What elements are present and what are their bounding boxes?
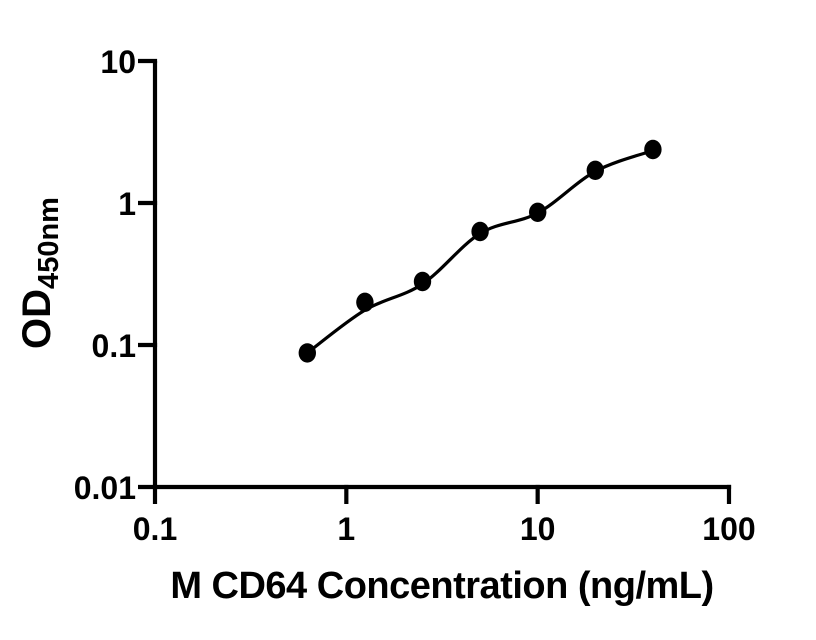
axes <box>152 61 732 490</box>
data-point <box>298 343 316 363</box>
y-tick-label: 10 <box>100 44 136 80</box>
y-axis-title: OD450nm <box>15 197 65 349</box>
y-tick-label: 0.1 <box>92 328 136 364</box>
data-points-layer <box>298 139 662 363</box>
x-tick-label: 100 <box>702 511 755 547</box>
data-point <box>644 139 662 160</box>
x-tick-label: 1 <box>337 511 355 547</box>
axis-ticks <box>138 58 732 504</box>
data-point <box>529 202 547 222</box>
fit-curve <box>305 149 655 355</box>
x-tick-label: 0.1 <box>133 511 177 547</box>
x-axis-title: M CD64 Concentration (ng/mL) <box>170 565 713 607</box>
y-axis-title-main: OD <box>15 289 59 349</box>
data-point <box>356 292 374 312</box>
y-tick-label: 1 <box>118 186 136 222</box>
axis-tick-labels: 10 1 0.1 0.01 0.1 1 10 100 <box>74 44 756 547</box>
y-axis-title-sub: 450nm <box>33 197 65 289</box>
data-point <box>586 160 604 180</box>
y-tick-label: 0.01 <box>74 470 136 506</box>
x-tick-label: 10 <box>520 511 556 547</box>
data-point <box>413 271 432 292</box>
fit-curve-layer <box>305 149 655 355</box>
data-point <box>471 221 489 242</box>
